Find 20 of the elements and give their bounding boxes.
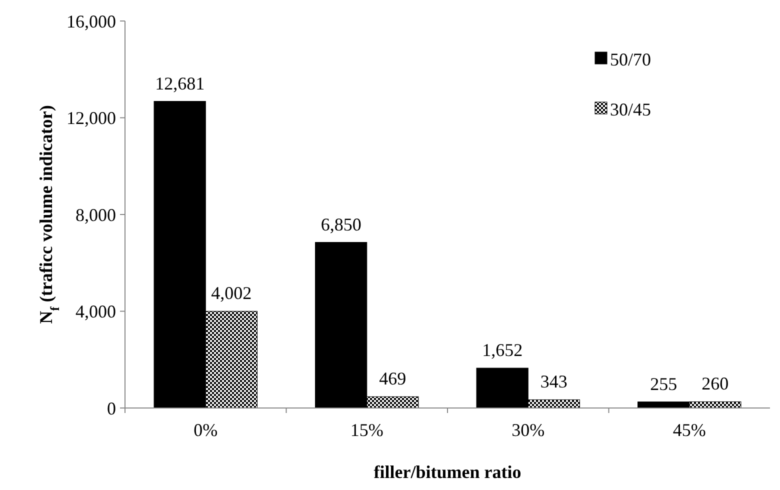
y-tick-label: 0 (107, 398, 116, 418)
y-tick-label: 16,000 (66, 11, 116, 32)
data-label: 260 (702, 374, 729, 394)
y-tick-label: 12,000 (66, 108, 116, 128)
data-label: 469 (379, 368, 406, 389)
x-axis-title: filler/bitumen ratio (374, 462, 522, 482)
y-tick-label: 4,000 (76, 302, 116, 322)
data-label: 12,681 (155, 73, 205, 94)
legend-label: 30/45 (610, 99, 652, 120)
x-tick-label: 0% (194, 420, 218, 440)
data-label: 6,850 (320, 214, 362, 234)
data-label: 1,652 (482, 340, 523, 360)
legend-label: 50/70 (610, 49, 652, 70)
x-tick-label: 15% (350, 420, 384, 440)
data-label: 343 (540, 372, 568, 392)
x-tick-label: 45% (672, 420, 706, 440)
data-label: 4,002 (211, 283, 252, 304)
y-tick-label: 8,000 (76, 204, 116, 225)
data-label: 255 (650, 374, 678, 394)
x-tick-label: 30% (512, 420, 545, 440)
